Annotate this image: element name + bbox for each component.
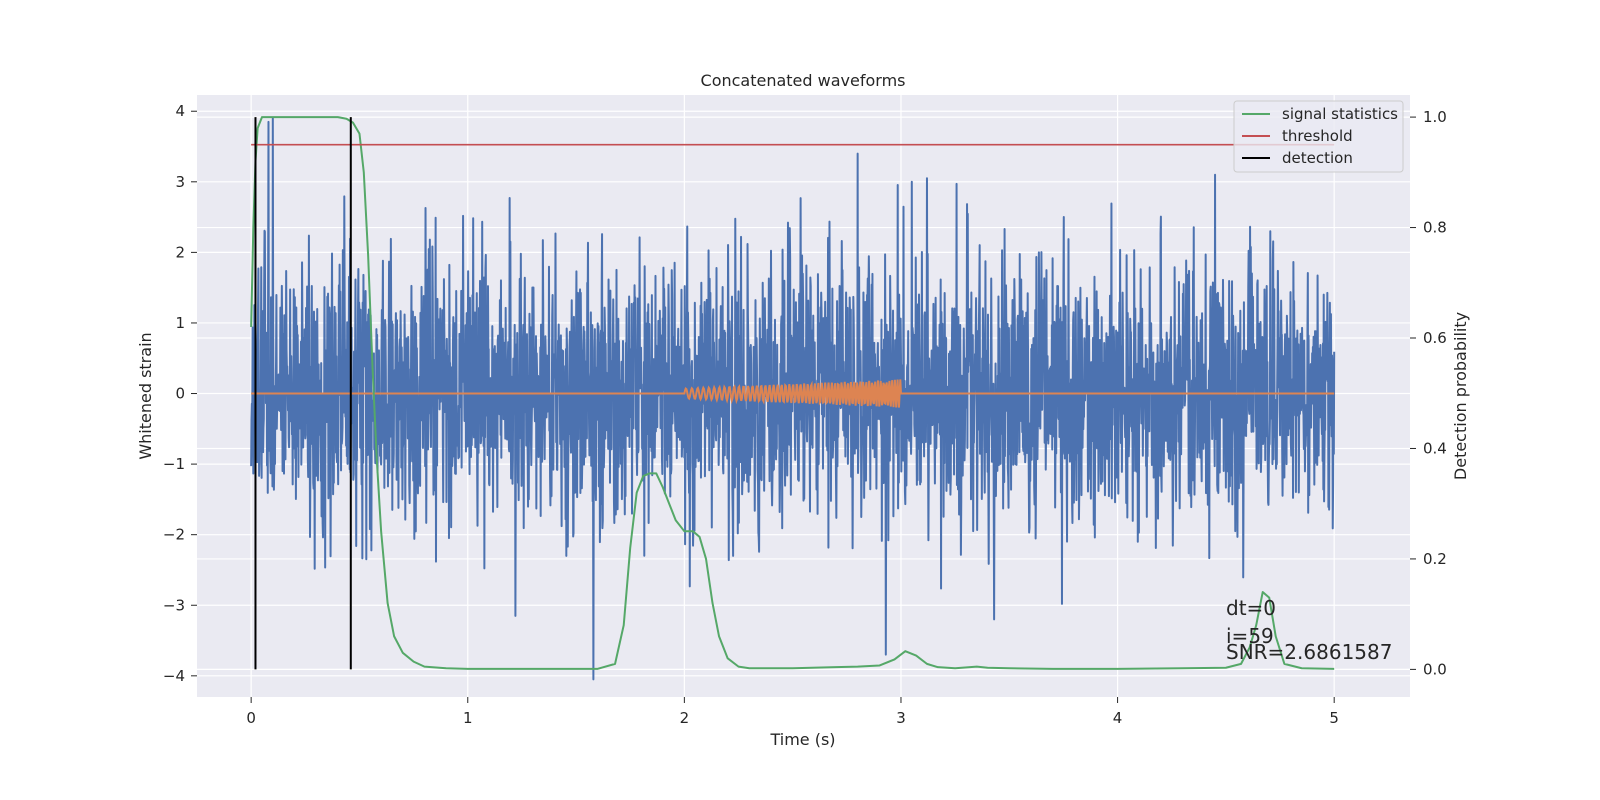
y-tick-label-6: −2 [163,526,185,544]
x-tick-label-5: 5 [1329,709,1339,727]
series-line-signal-statistics [250,116,1335,670]
x-tick-label-2: 2 [680,709,690,727]
annotation-index: i=59 [1226,624,1274,648]
x-tick-label-1: 1 [463,709,473,727]
x-tick-label-3: 3 [896,709,906,727]
y-axis-right-label: Detection probability [1451,312,1470,480]
x-tick-label-0: 0 [246,709,256,727]
y-right-tick-label-5: 0.0 [1423,660,1447,678]
y-tick-label-7: −3 [163,596,185,614]
legend: signal statistics threshold detection [1233,100,1404,173]
y-tick-label-5: −1 [163,455,185,473]
y-right-tick-label-2: 0.6 [1423,329,1447,347]
annotation-dt: dt=0 [1226,596,1276,620]
legend-label-detection: detection [1282,149,1353,167]
y-axis-left: 4 3 2 1 0 −1 −2 −3 −4 [163,102,197,685]
y-right-tick-label-3: 0.4 [1423,439,1447,457]
y-tick-label-4: 0 [175,385,185,403]
y-axis-label: Whitened strain [136,332,155,459]
x-axis-label: Time (s) [769,730,835,749]
series-line-whitened-strain [250,117,1336,681]
legend-label-signal-statistics: signal statistics [1282,105,1398,123]
y-tick-label-2: 2 [175,243,185,261]
x-tick-label-4: 4 [1113,709,1123,727]
y-right-tick-label-4: 0.2 [1423,550,1447,568]
y-axis-right: 1.0 0.8 0.6 0.4 0.2 0.0 [1410,108,1447,678]
series-line-injected-signal [251,379,1335,408]
x-axis: 0 1 2 3 4 5 [246,697,1339,727]
legend-label-threshold: threshold [1282,127,1353,145]
y-tick-label-8: −4 [163,667,185,685]
chart-title: Concatenated waveforms [701,71,906,90]
annotation-snr: SNR=2.6861587 [1226,640,1392,664]
y-tick-label-1: 3 [175,173,185,191]
y-tick-label-0: 4 [175,102,185,120]
legend-box [1233,100,1404,173]
y-tick-label-3: 1 [175,314,185,332]
y-right-tick-label-1: 0.8 [1423,219,1447,237]
series-layer [250,116,1336,681]
y-right-tick-label-0: 1.0 [1423,108,1447,126]
